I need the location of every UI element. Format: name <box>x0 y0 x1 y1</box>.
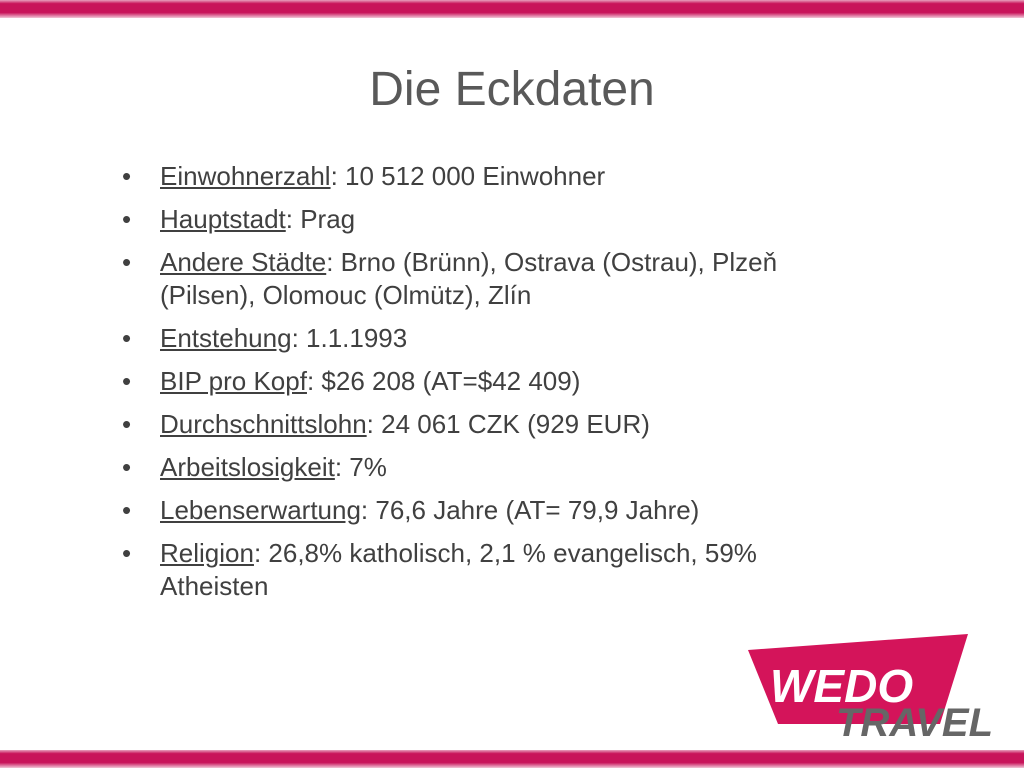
bullet-label: Einwohnerzahl <box>160 161 331 191</box>
bullet-item: Einwohnerzahl: 10 512 000 Einwohner <box>122 160 862 193</box>
bullet-item: BIP pro Kopf: $26 208 (AT=$42 409) <box>122 365 862 398</box>
bullet-text: : 26,8% katholisch, 2,1 % evangelisch, 5… <box>160 538 757 601</box>
bullet-text: : 76,6 Jahre (AT= 79,9 Jahre) <box>360 495 700 525</box>
bullet-label: BIP pro Kopf <box>160 366 307 396</box>
bullet-label: Durchschnittslohn <box>160 409 367 439</box>
bullet-item: Entstehung: 1.1.1993 <box>122 322 862 355</box>
bullet-label: Entstehung <box>160 323 292 353</box>
logo-travel: TRAVEL <box>836 701 993 745</box>
logo-shape <box>748 634 968 724</box>
bullet-item: Durchschnittslohn: 24 061 CZK (929 EUR) <box>122 408 862 441</box>
bottom-bar <box>0 750 1024 768</box>
bullet-text: : $26 208 (AT=$42 409) <box>306 366 581 396</box>
bullet-text: : 7% <box>334 452 387 482</box>
bullet-label: Andere Städte <box>160 247 327 277</box>
logo-wedo: WEDO <box>770 660 913 712</box>
top-bar <box>0 0 1024 18</box>
bullet-label: Religion <box>160 538 254 568</box>
bullet-text: : 1.1.1993 <box>291 323 408 353</box>
bullet-item: Hauptstadt: Prag <box>122 203 862 236</box>
bullet-item: Arbeitslosigkeit: 7% <box>122 451 862 484</box>
slide-title: Die Eckdaten <box>369 63 655 116</box>
bullet-item: Lebenserwartung: 76,6 Jahre (AT= 79,9 Ja… <box>122 494 862 527</box>
bullet-item: Andere Städte: Brno (Brünn), Ostrava (Os… <box>122 246 862 312</box>
bullet-label: Arbeitslosigkeit <box>160 452 335 482</box>
bullet-item: Religion: 26,8% katholisch, 2,1 % evange… <box>122 537 862 603</box>
bullet-text: : 24 061 CZK (929 EUR) <box>366 409 650 439</box>
bullet-label: Lebenserwartung <box>160 495 361 525</box>
bullet-label: Hauptstadt <box>160 204 286 234</box>
bullet-text: : 10 512 000 Einwohner <box>330 161 606 191</box>
bullet-text: : Brno (Brünn), Ostrava (Ostrau), Plzeň … <box>160 247 778 310</box>
logo: WEDO TRAVEL <box>748 634 993 745</box>
bullet-text: : Prag <box>285 204 356 234</box>
bullet-list: Einwohnerzahl: 10 512 000 Einwohner Haupt… <box>122 160 862 613</box>
